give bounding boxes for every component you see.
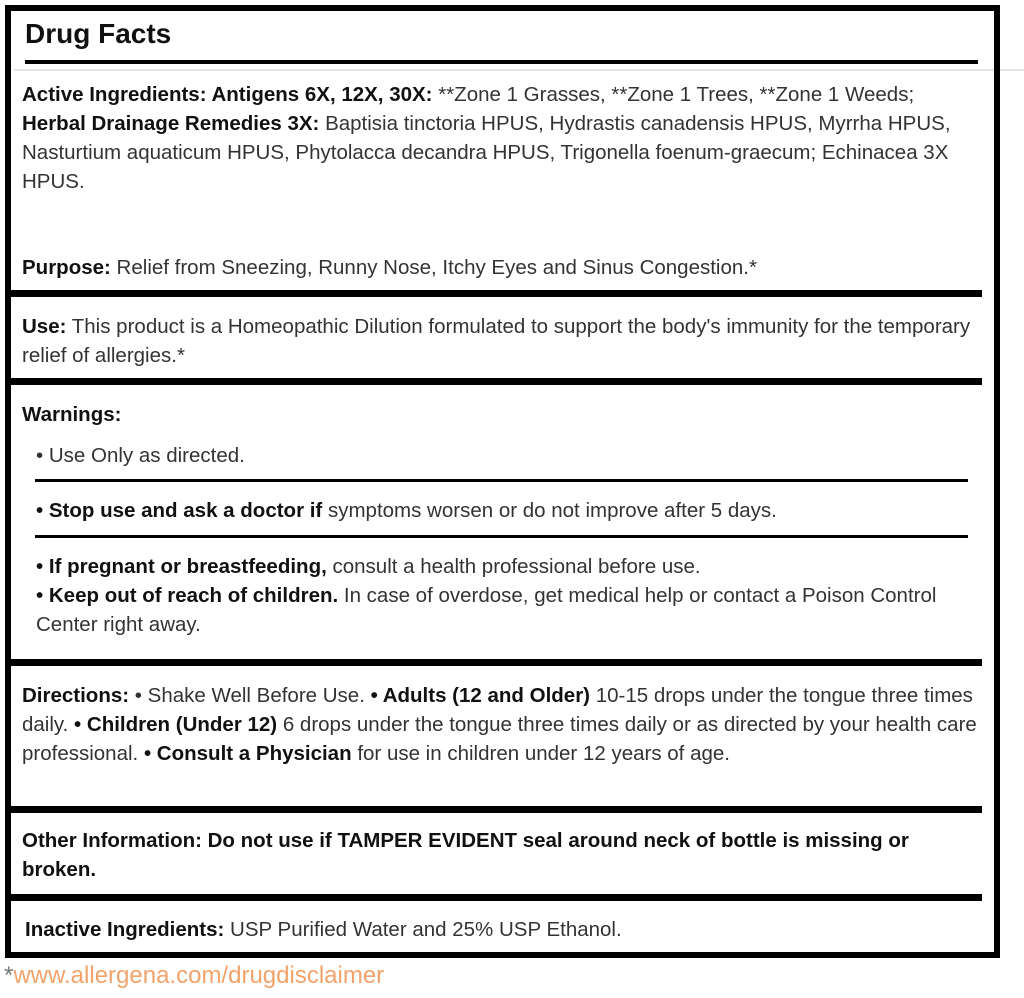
page-divider [990, 69, 1024, 71]
herbal-label: Herbal Drainage Remedies 3X: [22, 112, 320, 135]
title-rule [25, 60, 978, 64]
use-text: This product is a Homeopathic Dilution f… [22, 315, 971, 367]
herbal-text: Baptisia tinctoria HPUS, Hydrastis canad… [22, 112, 951, 193]
directions-text: • Shake Well Before Use. [129, 684, 371, 707]
directions-bold: • Children (Under 12) [74, 713, 278, 736]
warning-text: symptoms worsen or do not improve after … [322, 499, 777, 522]
use: Use: This product is a Homeopathic Dilut… [22, 312, 982, 370]
warnings-label: Warnings: [22, 403, 122, 426]
section-divider [11, 378, 982, 385]
warnings-heading: Warnings: [22, 400, 982, 429]
inactive-ingredients: Inactive Ingredients: USP Purified Water… [25, 915, 985, 944]
inactive-text: USP Purified Water and 25% USP Ethanol. [224, 918, 622, 941]
inactive-label: Inactive Ingredients: [25, 918, 225, 941]
purpose-text: Relief from Sneezing, Runny Nose, Itchy … [110, 256, 757, 279]
section-divider [11, 290, 982, 297]
directions-bold: • Consult a Physician [143, 742, 352, 765]
directions: Directions: • Shake Well Before Use. • A… [22, 681, 982, 768]
warning-bold: • If pregnant or breastfeeding, [36, 555, 327, 578]
disclaimer-footer: *www.allergena.com/drugdisclaimer [4, 962, 384, 990]
warning-divider [35, 535, 968, 538]
warning-text: In case of overdose, get medical help or… [36, 584, 937, 636]
drug-facts-panel [5, 5, 1000, 958]
warning-divider [35, 479, 968, 482]
active-label: Active Ingredients: Antigens 6X, 12X, 30… [22, 83, 433, 106]
asterisk: * [4, 962, 14, 989]
warning-text: consult a health professional before use… [326, 555, 701, 578]
purpose-label: Purpose: [22, 256, 111, 279]
purpose: Purpose: Relief from Sneezing, Runny Nos… [22, 253, 982, 282]
active-ingredients: Active Ingredients: Antigens 6X, 12X, 30… [22, 80, 982, 196]
directions-bold: • Adults (12 and Older) [370, 684, 591, 707]
section-divider [11, 659, 982, 666]
section-divider [11, 894, 982, 901]
use-label: Use: [22, 315, 67, 338]
warning-item: • Use Only as directed. [36, 444, 245, 467]
section-divider [11, 806, 982, 813]
page-title: Drug Facts [25, 18, 172, 49]
warning-bold: • Stop use and ask a doctor if [36, 499, 323, 522]
directions-label: Directions: [22, 684, 130, 707]
active-text: **Zone 1 Grasses, **Zone 1 Trees, **Zone… [432, 83, 915, 106]
other-text: Other Information: Do not use if TAMPER … [22, 829, 909, 881]
warning-bold: • Keep out of reach of children. [36, 584, 339, 607]
other-information: Other Information: Do not use if TAMPER … [22, 826, 922, 884]
directions-text: 6 drops under the tongue three times dai… [22, 713, 977, 765]
directions-text: for use in children under 12 years of ag… [351, 742, 730, 765]
disclaimer-link[interactable]: www.allergena.com/drugdisclaimer [13, 962, 385, 989]
title-subrule [14, 69, 994, 71]
directions-text: 10-15 drops under the tongue three times… [22, 684, 973, 736]
warning-item: • If pregnant or breastfeeding, consult … [22, 552, 986, 639]
warning-item: • Stop use and ask a doctor if symptoms … [22, 496, 996, 525]
